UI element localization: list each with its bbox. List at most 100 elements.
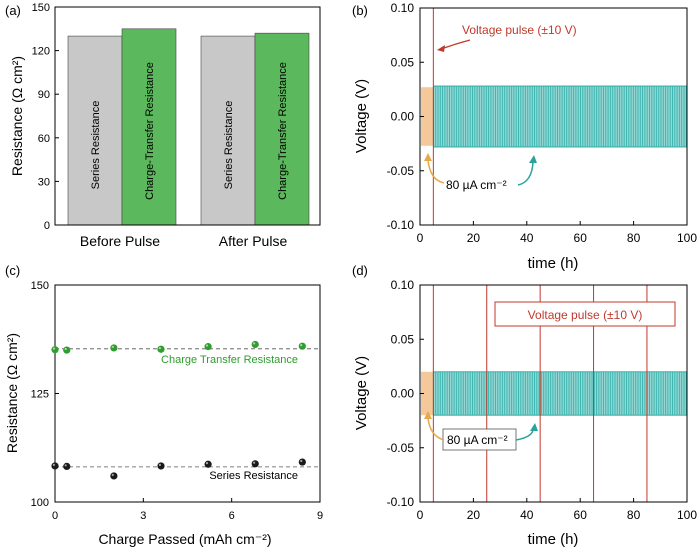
panel-c-point-charge-transfer: [157, 345, 165, 353]
panel-b-xtick-label: 0: [417, 231, 424, 245]
panel-d-ytick-label: -0.05: [387, 441, 415, 455]
bar-label-after-series: Series Resistance: [223, 101, 235, 190]
panel-d-ylabel: Voltage (V): [353, 356, 370, 430]
panel-b-xtick-label: 20: [467, 231, 481, 245]
panel-c-series-charge-label: Charge Transfer Resistance: [161, 354, 298, 366]
panel-d-xtick-label: 40: [520, 508, 534, 522]
panel-b-ytick-label: 0.05: [391, 55, 415, 69]
panel-c-point-charge-transfer: [204, 343, 212, 351]
panel-c-xtick-label: 0: [52, 510, 58, 522]
panel-b-pre-pulse-trace: [421, 87, 434, 146]
panel-c-point-charge-transfer: [298, 342, 306, 350]
bar-before-charge-transfer: [121, 28, 177, 226]
panel-c-point-highlight: [111, 345, 114, 348]
panel-c-point-highlight: [158, 463, 161, 466]
panel-d-pulse-box: [494, 301, 676, 327]
panel-b-current-annotation: 80 µA cm⁻²: [446, 178, 507, 192]
panel-c-point-highlight: [300, 343, 303, 347]
panel-c-point-series: [157, 462, 165, 470]
panel-b-label: (b): [352, 3, 368, 18]
bar-label-before-charge-transfer: Charge-Transfer Resistance: [144, 62, 156, 200]
panel-d-xtick-label: 0: [417, 508, 424, 522]
panel-c-point-highlight: [253, 342, 256, 345]
panel-c-xtick-label: 6: [229, 510, 235, 522]
panel-a-ytick-label: 150: [32, 2, 50, 14]
panel-d-xlabel: time (h): [528, 531, 579, 548]
panel-c-point-highlight: [64, 347, 67, 351]
panel-c-ytick-label: 125: [31, 389, 49, 401]
panel-c-point-charge-transfer: [63, 346, 71, 354]
panel-d-arrowhead-post: [530, 423, 538, 431]
panel-c-point-highlight: [205, 462, 209, 465]
bar-label-before-series: Series Resistance: [90, 101, 102, 190]
panel-c-point-highlight: [253, 461, 256, 464]
panel-b-ytick-label: -0.05: [387, 164, 415, 178]
panel-d-arrow-pre: [427, 417, 445, 441]
panel-b-ytick-label: -0.10: [387, 218, 415, 232]
panel-d-current-annotation: 80 µA cm⁻²: [447, 433, 508, 447]
panel-c-point-highlight: [205, 344, 209, 347]
panel-a-ytick-label: 120: [32, 46, 50, 58]
bar-before-series: [67, 35, 123, 226]
panel-b-xlabel: time (h): [528, 255, 579, 272]
panel-b: (b) 0 20 40 60 80 100 -0.10 -0.05 0.00 0.05 0.10 t…: [352, 1, 697, 272]
panel-c-point-highlight: [300, 459, 303, 463]
panel-a-category-after: After Pulse: [219, 233, 288, 249]
panel-a-ytick-label: 90: [38, 89, 50, 101]
panel-c-ytick-label: 150: [31, 280, 49, 292]
panel-b-arrow-pre: [427, 159, 445, 184]
panel-a-ylabel: Resistance (Ω cm²): [9, 56, 25, 176]
panel-b-current-box: [442, 175, 519, 194]
panel-c-point-highlight: [111, 473, 114, 476]
panel-d-xtick-label: 100: [677, 508, 697, 522]
panel-c-point-highlight: [158, 347, 161, 350]
bar-after-series: [200, 35, 256, 226]
panel-c-point-highlight: [52, 463, 56, 466]
panel-b-ytick-label: 0.00: [391, 110, 415, 124]
panel-c-point-series: [51, 462, 59, 470]
panel-b-arrow-post: [517, 161, 534, 186]
panel-a-ytick-label: 0: [44, 220, 50, 232]
panel-c-series-series-label: Series Resistance: [209, 470, 298, 482]
panel-a-category-before: Before Pulse: [80, 233, 160, 249]
panel-c-point-highlight: [52, 347, 56, 350]
panel-d-pulse-annotation: Voltage pulse (±10 V): [528, 308, 643, 322]
panel-d-ytick-label: -0.10: [387, 495, 415, 509]
panel-d-arrow-post: [515, 429, 534, 441]
panel-a: (a) 0 30 60 90 120 150 Before Pulse After Pul…: [5, 2, 321, 249]
panel-c-ytick-label: 100: [31, 497, 49, 509]
panel-b-xtick-label: 100: [677, 231, 697, 245]
panel-b-arrowhead-pre: [424, 153, 432, 161]
panel-b-pulse-arrowhead: [437, 45, 445, 52]
panel-c-xtick-label: 9: [317, 510, 323, 522]
bar-label-after-charge-transfer: Charge-Transfer Resistance: [277, 62, 289, 200]
panel-c-point-charge-transfer: [51, 346, 59, 354]
panel-b-ylabel: Voltage (V): [353, 79, 370, 153]
panel-a-ytick-label: 30: [38, 176, 50, 188]
panel-c-label: (c): [5, 263, 20, 278]
panel-c-point-highlight: [64, 464, 67, 467]
panel-d-ytick-label: 0.00: [391, 387, 415, 401]
panel-d-label: (d): [352, 263, 368, 278]
bar-after-charge-transfer: [254, 32, 310, 226]
panel-d: (d) 0 20 40 60 80 100 -0.10 -0.05 0.00 0.05 0.10 t…: [352, 263, 697, 548]
panel-c: (c) 0 3 6 9 100 125 150 Charge Transfer Resist…: [4, 263, 323, 547]
panel-d-xtick-label: 20: [467, 508, 481, 522]
panel-b-ytick-label: 0.10: [391, 1, 415, 15]
panel-a-frame: [54, 6, 321, 226]
panel-b-xtick-label: 80: [627, 231, 641, 245]
panel-b-pulse-annotation: Voltage pulse (±10 V): [462, 23, 577, 37]
panel-b-xtick-label: 60: [574, 231, 588, 245]
panel-d-xtick-label: 80: [627, 508, 641, 522]
panel-d-pre-pulse-trace: [421, 371, 434, 416]
panel-a-ytick-label: 60: [38, 133, 50, 145]
panel-a-label: (a): [5, 3, 21, 18]
panel-c-point-series: [204, 460, 212, 468]
panel-c-point-series: [110, 472, 118, 480]
panel-c-xtick-label: 3: [140, 510, 146, 522]
panel-d-arrowhead-pre: [424, 411, 432, 419]
panel-c-point-charge-transfer: [251, 340, 259, 349]
panel-c-point-series: [298, 458, 306, 466]
panel-c-point-series: [63, 462, 71, 471]
